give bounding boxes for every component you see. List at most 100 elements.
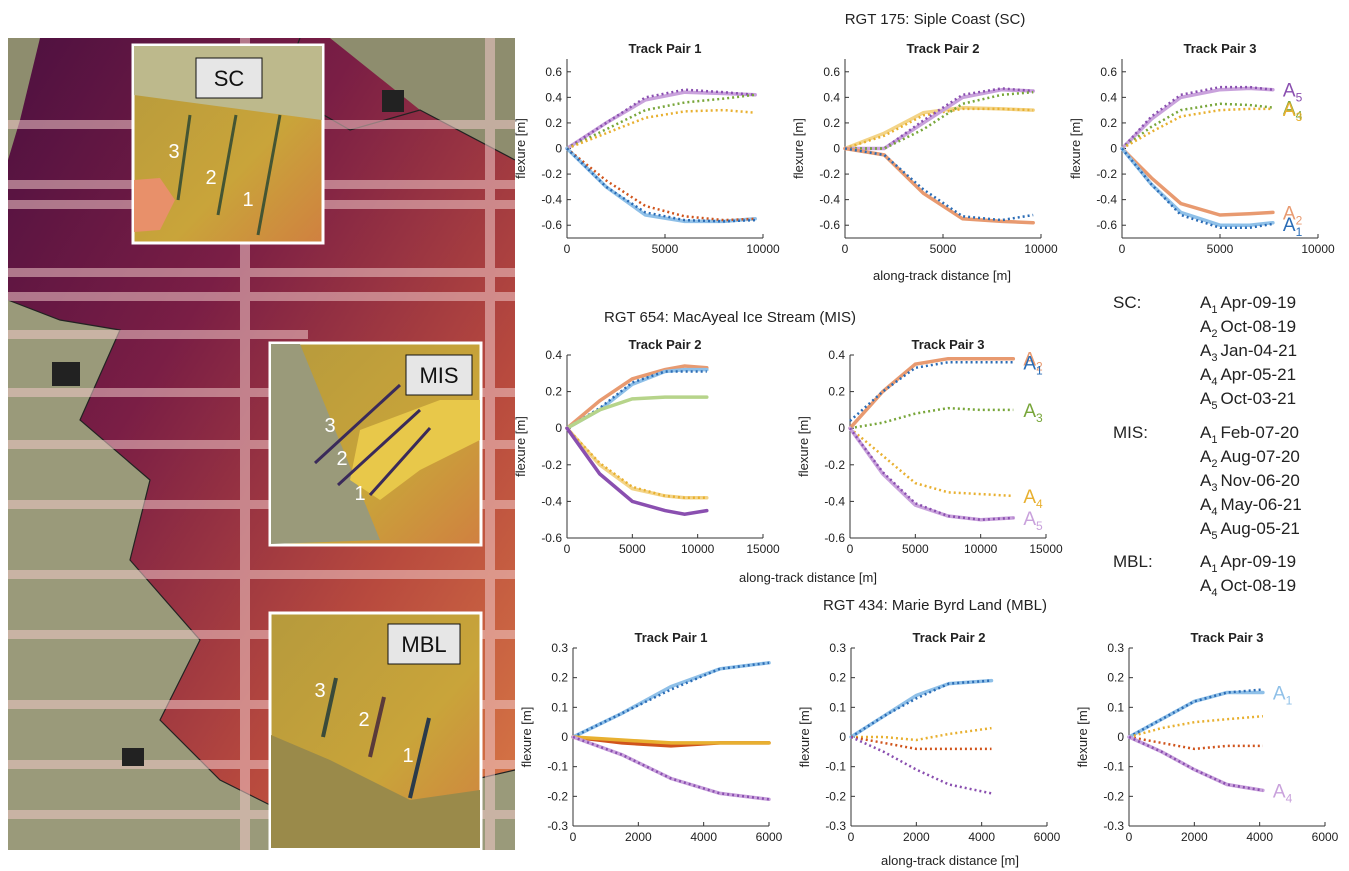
x-tick-label: 5000 — [619, 542, 646, 556]
series-line — [565, 364, 709, 430]
x-tick-label: 4000 — [1246, 830, 1273, 844]
label-sub: 1 — [1286, 694, 1293, 708]
series-line — [565, 146, 757, 224]
series-line — [851, 726, 992, 742]
track-number: 1 — [402, 745, 413, 767]
label-letter: A — [1273, 781, 1286, 802]
y-tick-label: -0.3 — [1103, 819, 1124, 833]
y-tick-label: 0 — [833, 142, 840, 156]
y-tick-label: 0.4 — [828, 348, 845, 362]
track-number: 2 — [358, 709, 369, 731]
legend-date: Oct-08-19 — [1220, 317, 1296, 336]
series-line — [1121, 102, 1274, 150]
y-tick-label: 0.2 — [829, 671, 846, 685]
label-sub: 4 — [1286, 791, 1293, 805]
track-number: 1 — [242, 189, 253, 211]
legend-letter: A — [1200, 552, 1212, 571]
chart-title: Track Pair 2 — [907, 41, 980, 56]
series-line — [572, 661, 770, 739]
legend-sub: 2 — [1211, 458, 1217, 470]
series-line — [1128, 714, 1264, 739]
series-line — [849, 361, 1014, 422]
label-sub: 2 — [1036, 360, 1043, 374]
y-tick-label: -0.2 — [824, 458, 845, 472]
legend-entry: A1 Feb-07-20 — [1200, 423, 1299, 446]
y-tick-label: 0.2 — [823, 116, 840, 130]
label-letter: A — [1283, 215, 1296, 236]
y-tick-label: 0.3 — [1107, 641, 1124, 655]
y-tick-label: 0.1 — [829, 700, 846, 714]
y-tick-label: -0.4 — [541, 494, 562, 508]
series-line — [565, 426, 709, 516]
series-label: A5 — [1283, 81, 1303, 105]
legend-date: Apr-05-21 — [1220, 365, 1296, 384]
track-number: 3 — [324, 415, 335, 437]
y-tick-label: -0.6 — [1096, 218, 1117, 232]
chart-title: Track Pair 2 — [913, 630, 986, 645]
y-tick-label: 0 — [838, 421, 845, 435]
chart-title: Track Pair 3 — [1191, 630, 1264, 645]
series-line — [565, 90, 757, 151]
x-tick-label: 5000 — [652, 242, 679, 256]
x-tick-label: 6000 — [1312, 830, 1339, 844]
label-sub: 5 — [1296, 91, 1303, 105]
x-tick-label: 6000 — [756, 830, 783, 844]
x-tick-label: 0 — [847, 542, 854, 556]
y-tick-label: 0.4 — [1100, 90, 1117, 104]
series-line — [566, 108, 756, 150]
legend-date: Jan-04-21 — [1220, 341, 1297, 360]
x-tick-label: 0 — [570, 830, 577, 844]
series-line — [566, 93, 756, 150]
legend-letter: A — [1200, 341, 1212, 360]
inset-label: MBL — [401, 632, 446, 657]
label-letter: A — [1273, 684, 1286, 705]
legend-letter: A — [1200, 293, 1212, 312]
section-title: RGT 175: Siple Coast (SC) — [845, 11, 1026, 28]
series-label: A4 — [1023, 487, 1043, 511]
y-tick-label: 0.2 — [1107, 671, 1124, 685]
label-letter: A — [1023, 350, 1036, 371]
x-tick-label: 0 — [564, 542, 571, 556]
legend-letter: A — [1200, 519, 1212, 538]
series-line — [1120, 146, 1275, 217]
legend-entry: A5 Aug-05-21 — [1200, 519, 1300, 542]
legend-letter: A — [1200, 423, 1212, 442]
y-tick-label: -0.2 — [1096, 167, 1117, 181]
legend-entry: A2 Oct-08-19 — [1200, 317, 1296, 340]
x-tick-label: 15000 — [746, 542, 780, 556]
y-tick-label: -0.2 — [541, 167, 562, 181]
series-line — [844, 147, 1034, 222]
chart-title: Track Pair 1 — [629, 41, 702, 56]
series-line — [566, 147, 756, 223]
y-tick-label: 0.1 — [551, 700, 568, 714]
x-tick-label: 0 — [1119, 242, 1126, 256]
y-tick-label: -0.4 — [1096, 193, 1117, 207]
legend-date: Aug-07-20 — [1220, 447, 1299, 466]
section-title: RGT 434: Marie Byrd Land (MBL) — [823, 597, 1047, 614]
series-line — [572, 735, 770, 801]
y-tick-label: 0 — [1110, 142, 1117, 156]
legend-entry: A1 Apr-09-19 — [1200, 293, 1296, 316]
series-line — [843, 87, 1035, 151]
legend-sub: 1 — [1211, 304, 1217, 316]
legend-entry: A1 Apr-09-19 — [1200, 552, 1296, 575]
series-line — [1120, 86, 1275, 151]
y-tick-label: 0.4 — [545, 90, 562, 104]
y-tick-label: -0.1 — [825, 760, 846, 774]
series-line — [845, 87, 1034, 150]
series-line — [849, 678, 994, 739]
series-label: A3 — [1023, 401, 1043, 425]
y-tick-label: -0.2 — [1103, 789, 1124, 803]
y-tick-label: -0.2 — [819, 167, 840, 181]
series-label: A3 — [1283, 100, 1303, 124]
series-line — [848, 356, 1016, 430]
track-number: 3 — [168, 141, 179, 163]
series-line — [848, 427, 1014, 521]
legend-letter: A — [1200, 576, 1212, 595]
y-axis-label: flexure [m] — [791, 118, 806, 179]
series-line — [850, 735, 992, 795]
legend-date: Apr-09-19 — [1220, 552, 1296, 571]
x-tick-label: 5000 — [1207, 242, 1234, 256]
series-line — [1128, 688, 1264, 739]
label-letter: A — [1023, 353, 1036, 374]
